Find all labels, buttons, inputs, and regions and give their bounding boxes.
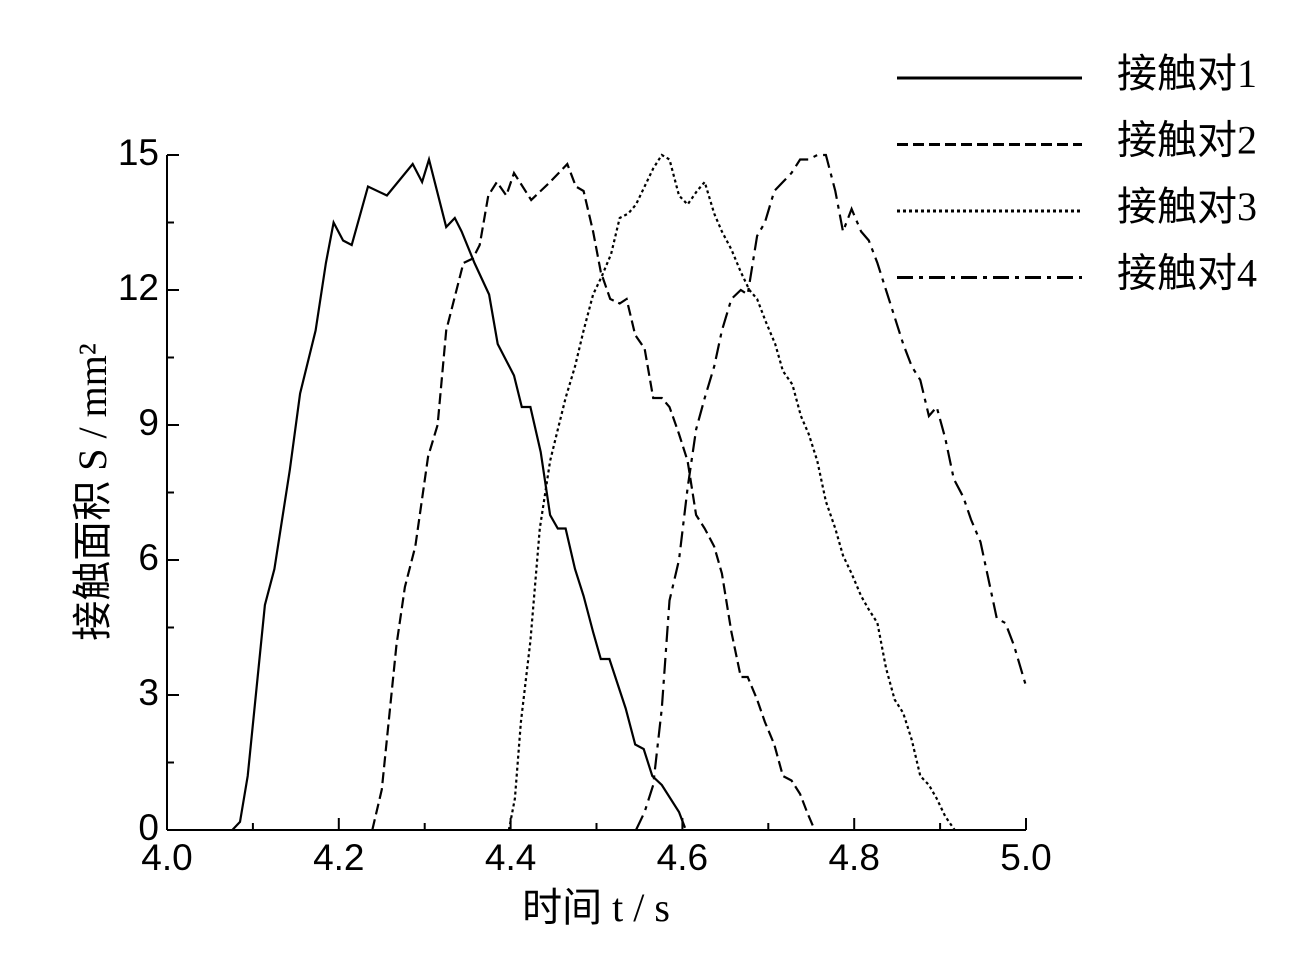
y-tick-label: 0 [138, 807, 159, 848]
series-line [635, 153, 1028, 831]
legend-label: 接触对3 [1117, 184, 1257, 229]
x-tick-label: 5.0 [1000, 837, 1051, 878]
x-tick-label: 4.0 [141, 837, 192, 878]
x-axis-label: 时间 t / s [522, 885, 670, 930]
y-tick-label: 12 [118, 267, 159, 308]
x-tick-label: 4.4 [485, 837, 536, 878]
y-tick-label: 6 [138, 537, 159, 578]
legend-label: 接触对2 [1117, 118, 1257, 163]
y-tick-label: 15 [118, 132, 159, 173]
series-line [507, 153, 956, 831]
series-line [371, 161, 816, 831]
x-tick-label: 4.2 [313, 837, 364, 878]
y-tick-label: 3 [138, 672, 159, 713]
x-tick-label: 4.8 [828, 837, 879, 878]
x-tick-label: 4.6 [657, 837, 708, 878]
legend-label: 接触对4 [1117, 251, 1257, 296]
legend-label: 接触对1 [1117, 51, 1257, 96]
y-tick-label: 9 [138, 402, 159, 443]
y-axis-label: 接触面积 S / mm² [70, 343, 115, 641]
series-line [231, 155, 687, 831]
